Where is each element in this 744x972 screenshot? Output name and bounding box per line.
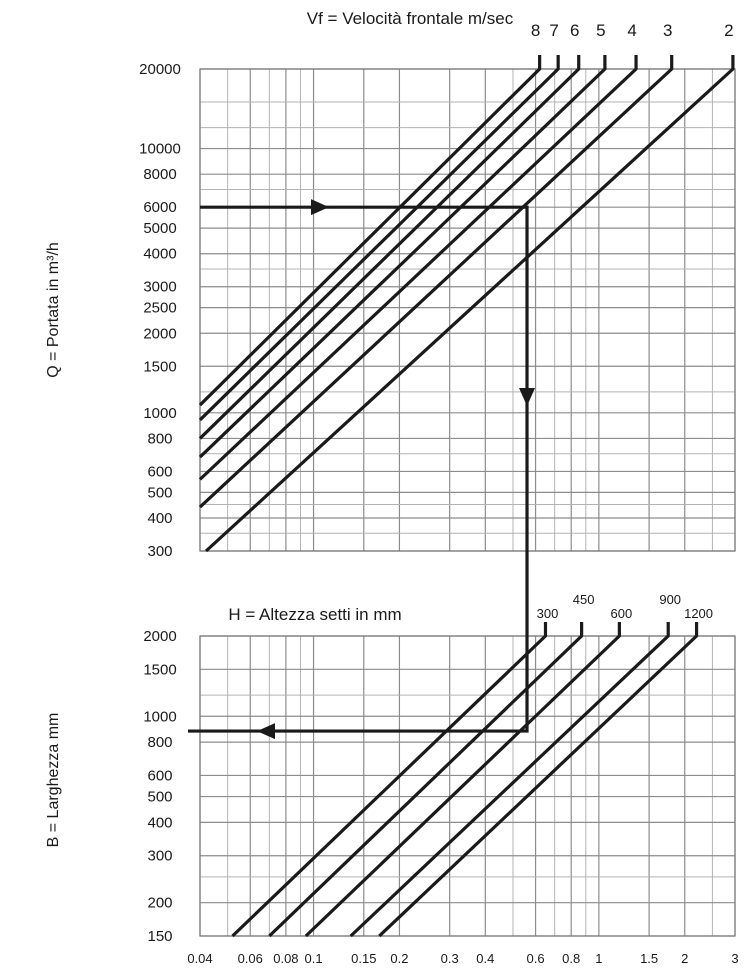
bottom-y-tick-label: 500 (147, 789, 172, 806)
bottom-y-tick-label: 2000 (143, 628, 176, 645)
top-y-tick-label: 1000 (143, 405, 176, 422)
top-y-tick-label: 6000 (143, 199, 176, 216)
velocity-line-4 (198, 55, 638, 481)
x-tick-label: 1 (595, 951, 602, 966)
height-label-1200: 1200 (684, 606, 713, 621)
top-y-tick-label: 3000 (143, 279, 176, 296)
top-y-tick-label: 10000 (139, 141, 181, 158)
x-tick-label: 0.3 (441, 951, 459, 966)
top-y-tick-label: 2500 (143, 300, 176, 317)
x-tick-label: 0.2 (390, 951, 408, 966)
velocity-label-5: 5 (596, 21, 605, 40)
top-y-tick-label: 8000 (143, 166, 176, 183)
velocity-label-4: 4 (627, 21, 636, 40)
x-tick-label: 0.8 (562, 951, 580, 966)
velocity-line-2 (204, 55, 735, 553)
top-y-tick-label: 800 (147, 430, 172, 447)
top-y-tick-label: 5000 (143, 220, 176, 237)
top-y-tick-label: 500 (147, 484, 172, 501)
height-line-300 (231, 622, 548, 938)
arrow-down-icon (519, 388, 536, 406)
velocity-label-7: 7 (549, 21, 558, 40)
bottom-y-tick-label: 300 (147, 848, 172, 865)
bottom-y-tick-label: 600 (147, 767, 172, 784)
top-plot-frame (199, 68, 736, 552)
height-label-450: 450 (573, 592, 595, 607)
velocity-line-6 (198, 55, 581, 440)
x-tick-label: 0.08 (273, 951, 298, 966)
velocity-label-6: 6 (570, 21, 579, 40)
bottom-y-tick-label: 200 (147, 895, 172, 912)
height-line-900 (349, 622, 670, 938)
velocity-label-3: 3 (663, 21, 672, 40)
bottom-y-tick-label: 800 (147, 734, 172, 751)
x-tick-label: 1.5 (640, 951, 658, 966)
velocity-line-7 (198, 55, 560, 422)
x-tick-label: 0.04 (187, 951, 212, 966)
bottom-plot-frame (199, 635, 736, 937)
top-y-tick-label: 1500 (143, 358, 176, 375)
bottom-y-tick-label: 1000 (143, 708, 176, 725)
top-y-tick-label: 400 (147, 510, 172, 527)
velocity-label-2: 2 (724, 21, 733, 40)
velocity-line-8 (198, 55, 542, 407)
bottom-y-axis-label: B = Larghezza mm (45, 713, 62, 848)
x-tick-label: 0.15 (351, 951, 376, 966)
example-reading-path (188, 205, 529, 733)
height-label-900: 900 (659, 592, 681, 607)
height-label-300: 300 (537, 606, 559, 621)
height-line-600 (304, 622, 621, 938)
bottom-y-tick-label: 1500 (143, 661, 176, 678)
arrow-left-icon (257, 723, 275, 740)
x-tick-label: 2 (681, 951, 688, 966)
top-y-tick-label: 2000 (143, 325, 176, 342)
x-tick-label: 0.1 (305, 951, 323, 966)
height-line-1200 (378, 622, 699, 938)
bottom-y-tick-label: 400 (147, 814, 172, 831)
x-tick-label: 0.4 (476, 951, 494, 966)
velocity-line-5 (198, 55, 607, 459)
top-y-tick-label: 600 (147, 463, 172, 480)
x-tick-label: 0.6 (527, 951, 545, 966)
height-label-600: 600 (611, 606, 633, 621)
bottom-chart-title: H = Altezza setti in mm (228, 605, 401, 624)
top-y-tick-label: 300 (147, 543, 172, 560)
x-tick-label: 3 (731, 951, 738, 966)
top-y-tick-label: 4000 (143, 246, 176, 263)
velocity-label-8: 8 (531, 21, 540, 40)
velocity-line-3 (198, 55, 674, 509)
top-y-tick-label: 20000 (139, 61, 181, 78)
bottom-y-tick-label: 150 (147, 928, 172, 945)
x-tick-label: 0.06 (238, 951, 263, 966)
height-line-450 (268, 622, 584, 938)
arrow-right-icon (311, 199, 329, 216)
top-chart-title: Vf = Velocità frontale m/sec (307, 9, 514, 28)
top-y-axis-label: Q = Portata in m³/h (45, 242, 62, 378)
